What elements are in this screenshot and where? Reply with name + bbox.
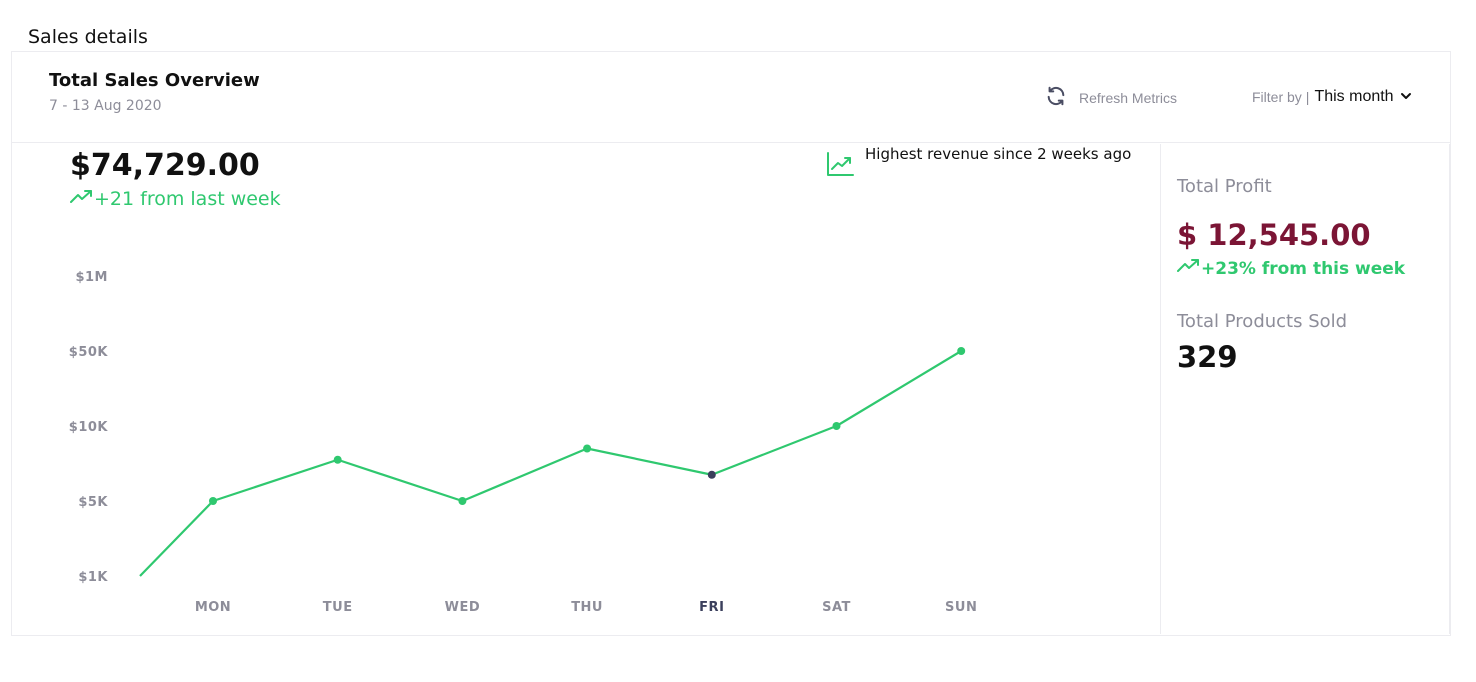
chart-trend-icon [826,145,854,181]
date-range: 7 - 13 Aug 2020 [49,98,162,114]
trend-up-icon [1177,258,1201,279]
filter-value: This month [1314,87,1394,105]
profit-change-text: +23% from this week [1201,258,1406,279]
sales-overview-card: Total Sales Overview 7 - 13 Aug 2020 Ref… [11,51,1451,636]
profit-change: +23% from this week [1177,258,1405,279]
filter-control: Filter by | This month [1252,87,1412,106]
chevron-down-icon [1394,87,1412,106]
period-filter-dropdown[interactable]: This month [1314,87,1411,106]
refresh-metrics-button[interactable]: Refresh Metrics [1045,85,1177,111]
products-sold-label: Total Products Sold [1177,311,1348,332]
card-title: Total Sales Overview [49,70,260,91]
highlight-text: Highest revenue since 2 weeks ago [865,145,1132,163]
total-profit-label: Total Profit [1177,176,1272,197]
products-sold-value: 329 [1177,340,1238,374]
stats-panel: Total Profit $ 12,545.00 +23% from this … [1160,144,1450,634]
section-title: Sales details [28,26,148,48]
filter-label: Filter by [1252,88,1302,105]
refresh-metrics-label: Refresh Metrics [1079,90,1178,106]
revenue-change-text: +21 from last week [94,188,281,210]
total-revenue-value: $74,729.00 [70,148,260,183]
total-profit-value: $ 12,545.00 [1177,218,1371,252]
trend-up-icon [70,188,94,210]
refresh-icon [1045,85,1067,111]
card-header: Total Sales Overview 7 - 13 Aug 2020 Ref… [12,52,1450,143]
revenue-highlight: Highest revenue since 2 weeks ago [826,145,1131,181]
revenue-change: +21 from last week [70,188,281,210]
filter-separator: | [1305,88,1310,105]
